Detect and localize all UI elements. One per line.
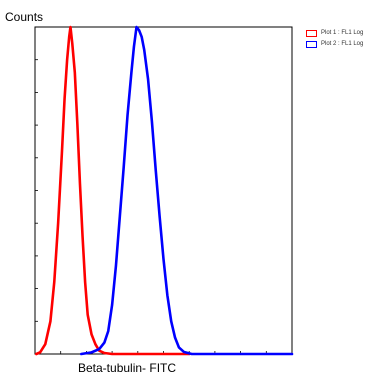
- legend-item-1: Plot 1 : FL1 Log: [306, 28, 363, 38]
- legend: Plot 1 : FL1 Log Plot 2 : FL1 Log: [306, 28, 363, 50]
- legend-item-2: Plot 2 : FL1 Log: [306, 39, 363, 49]
- y-axis-title: Counts: [5, 10, 44, 24]
- legend-label-2: Plot 2 : FL1 Log: [321, 41, 364, 47]
- legend-swatch-1: [306, 29, 317, 37]
- plot-frame: [34, 26, 293, 355]
- series-line-1: [34, 25, 191, 356]
- legend-swatch-2: [306, 40, 317, 48]
- legend-label-1: Plot 1 : FL1 Log: [321, 30, 364, 36]
- series-line-2: [79, 25, 294, 356]
- x-axis-title: Beta-tubulin- FITC: [78, 361, 177, 375]
